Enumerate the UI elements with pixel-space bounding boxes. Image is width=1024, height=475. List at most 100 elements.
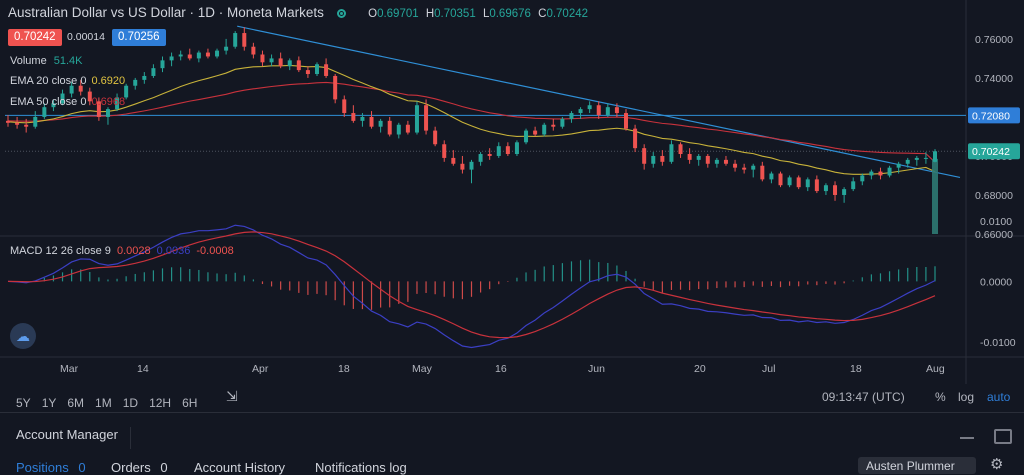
horizontal-line-label-bg [968, 107, 1020, 124]
candle-body [751, 165, 756, 170]
timeframe-1d[interactable]: 1D [122, 396, 139, 410]
chart-header: Australian Dollar vs US Dollar · 1D · Mo… [8, 5, 592, 20]
candle-body [487, 154, 492, 156]
tab-notifications-log[interactable]: Notifications log [315, 460, 407, 475]
time-tick-label: 14 [137, 363, 149, 375]
candle-body [669, 144, 674, 162]
candle-body [151, 68, 156, 76]
candle-body [733, 163, 738, 168]
candle-body [187, 54, 192, 59]
tab-account-history[interactable]: Account History [194, 460, 286, 475]
volume-value: 51.4K [53, 55, 83, 67]
candle-body [651, 155, 656, 164]
time-tick-label: Jul [762, 363, 775, 375]
candle-body [796, 177, 801, 188]
timeframe-1m[interactable]: 1M [95, 396, 112, 410]
sell-button[interactable]: 0.70242 [8, 29, 62, 46]
close-value: 0.70242 [546, 8, 589, 20]
candle-body [42, 107, 47, 117]
candle-body [633, 128, 638, 149]
percent-toggle[interactable]: % [935, 390, 946, 404]
candle-body [115, 97, 120, 110]
timeframe-12h[interactable]: 12H [149, 396, 172, 410]
candle-body [878, 171, 883, 176]
log-toggle[interactable]: log [958, 390, 975, 404]
cloud-icon[interactable]: ☁ [10, 323, 36, 349]
candle-body [305, 70, 310, 75]
time-tick-label: May [412, 363, 433, 375]
candle-body [160, 60, 165, 69]
candle-body [760, 165, 765, 180]
candle-body [842, 189, 847, 195]
minimize-icon[interactable] [960, 437, 974, 439]
buy-button[interactable]: 0.70256 [112, 29, 166, 46]
candle-body [823, 185, 828, 192]
ema20-line [7, 64, 936, 175]
candle-body [442, 144, 447, 158]
date-range-icon[interactable]: ⇲ [226, 388, 238, 404]
candle-body [569, 113, 574, 119]
user-name: Austen Plummer [866, 459, 955, 473]
candle-body [378, 120, 383, 127]
candle-body [105, 109, 110, 117]
candle-body [714, 159, 719, 164]
open-label: O [368, 8, 378, 20]
macd-legend[interactable]: MACD 12 26 close 9 0.0028 0.0036 -0.0008 [10, 245, 234, 257]
candle-body [514, 142, 519, 155]
candle-body [78, 85, 83, 92]
tab-positions[interactable]: Positions 0 [16, 460, 86, 475]
volume-legend[interactable]: Volume 51.4K [10, 55, 83, 67]
horizontal-line-label: 0.72080 [972, 110, 1010, 122]
maximize-icon[interactable] [994, 429, 1012, 444]
spread-value: 0.00014 [67, 31, 105, 43]
ema50-legend[interactable]: EMA 50 close 0 0.6968 [10, 96, 125, 108]
user-selector[interactable]: Austen Plummer [858, 457, 976, 474]
candle-body [396, 124, 401, 135]
timeframe-1y[interactable]: 1Y [41, 396, 57, 410]
candle-body [142, 75, 147, 80]
candle-body [24, 124, 29, 127]
ema50-value: 0.6968 [91, 96, 126, 108]
symbol-title[interactable]: Australian Dollar vs US Dollar · 1D · Mo… [8, 5, 324, 20]
timeframe-list: 5Y 1Y 6M 1M 1D 12H 6H [16, 390, 208, 410]
time-tick-label: Aug [926, 363, 945, 375]
tab-positions-label: Positions [16, 460, 69, 475]
auto-toggle[interactable]: auto [987, 390, 1011, 404]
candle-body [15, 122, 20, 125]
gear-icon[interactable]: ⚙ [990, 456, 1004, 473]
ema20-label: EMA 20 close 0 [10, 75, 87, 87]
clock-time: 09:13:47 (UTC) [822, 390, 905, 404]
macd-tick-label: -0.0100 [980, 337, 1016, 349]
price-chart[interactable]: 0.760000.740000.720000.700000.680000.660… [0, 0, 1024, 412]
time-tick-label: 20 [694, 363, 706, 375]
candle-body [469, 161, 474, 170]
candle-body [296, 60, 301, 71]
close-label: C [538, 8, 547, 20]
tab-orders[interactable]: Orders 0 [111, 460, 168, 475]
candle-body [233, 33, 238, 47]
timeframe-6h[interactable]: 6H [182, 396, 198, 410]
time-tick-label: 16 [495, 363, 507, 375]
high-value: 0.70351 [434, 8, 476, 20]
candle-body [624, 113, 628, 129]
candle-body [833, 185, 838, 195]
candle-body [315, 64, 319, 75]
low-value: 0.69676 [489, 8, 531, 20]
candle-body [596, 105, 601, 115]
timeframe-5y[interactable]: 5Y [16, 396, 31, 410]
macd-label: MACD 12 26 close 9 [10, 245, 111, 257]
volume-label: Volume [10, 55, 47, 67]
candle-body [69, 85, 74, 94]
candle-body [205, 52, 210, 57]
candle-body [178, 54, 183, 57]
last-price-label: 0.70242 [972, 146, 1010, 158]
candle-body [551, 124, 556, 127]
candle-body [687, 154, 692, 160]
timeframe-6m[interactable]: 6M [67, 396, 85, 410]
account-manager-tab[interactable]: Account Manager [16, 427, 131, 449]
tab-orders-count: 0 [160, 460, 168, 475]
candle-body [251, 46, 256, 55]
ema20-legend[interactable]: EMA 20 close 0 0.6920 [10, 75, 125, 87]
candle-body [905, 159, 910, 164]
candle-body [860, 175, 865, 182]
